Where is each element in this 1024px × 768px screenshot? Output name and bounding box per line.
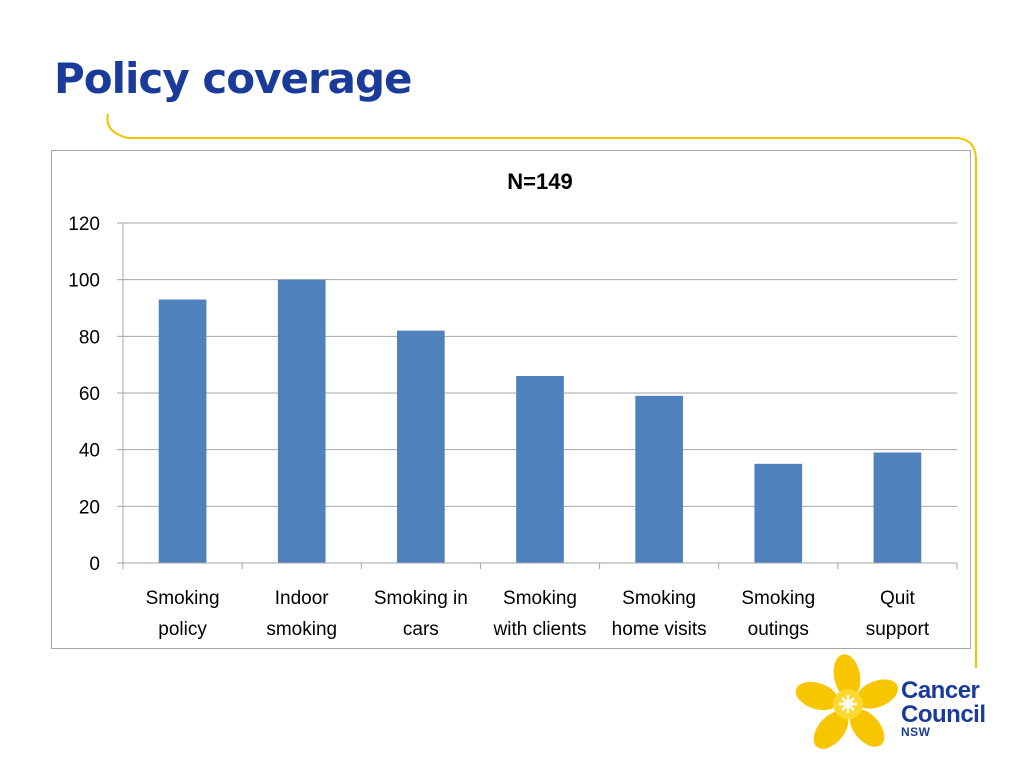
x-tick-label-line: Smoking xyxy=(146,588,220,609)
y-tick-label: 60 xyxy=(79,384,100,405)
x-tick-label: Smoking in cars xyxy=(374,588,468,640)
bar xyxy=(873,452,922,563)
x-tick-label-line: Indoor xyxy=(275,588,330,609)
y-tick-label: 100 xyxy=(68,271,100,292)
chart-title: N=149 xyxy=(507,169,572,194)
x-tick-label: Smoking home visits xyxy=(612,588,707,640)
logo-line-3: NSW xyxy=(901,725,931,740)
y-tick-label: 0 xyxy=(89,554,100,575)
logo-line-2: Council xyxy=(901,700,986,728)
x-tick-label-line: Quit xyxy=(880,588,916,609)
bar xyxy=(277,279,326,563)
x-tick-label: Indoor smoking xyxy=(266,588,337,640)
x-tick-label-line: Smoking xyxy=(741,588,815,609)
x-tick-label-line: with clients xyxy=(493,619,587,640)
bar-chart: N=149 0 20 40 60 80 100 120 Smoking policy Indoor s… xyxy=(68,169,958,640)
y-tick-label: 120 xyxy=(68,214,100,235)
y-tick-label: 40 xyxy=(79,441,100,462)
bar xyxy=(635,395,683,563)
slide-title: Policy coverage xyxy=(54,54,413,103)
x-tick-label: Smoking outings xyxy=(741,588,815,640)
accent-line-path xyxy=(106,113,977,668)
x-tick-label: Smoking with clients xyxy=(493,588,587,640)
x-tick-label-line: Smoking in xyxy=(374,588,468,609)
chart-frame: N=149 0 20 40 60 80 100 120 Smoking policy Indoor s… xyxy=(51,150,971,649)
x-tick-label-line: Smoking xyxy=(622,588,696,609)
x-tick-label-line: policy xyxy=(158,619,207,640)
x-tick-label-line: outings xyxy=(748,619,809,640)
logo-text: Cancer Council NSW xyxy=(901,679,986,739)
x-tick-label: Quit support xyxy=(866,588,930,640)
x-tick-label-line: smoking xyxy=(266,619,337,640)
x-tick-label-line: home visits xyxy=(612,619,707,640)
x-tick-label-line: cars xyxy=(403,619,439,640)
bar xyxy=(158,299,207,563)
logo-line-1: Cancer xyxy=(901,677,980,704)
bar xyxy=(516,376,564,563)
daffodil-icon xyxy=(795,654,898,749)
y-tick-label: 20 xyxy=(79,497,100,518)
cancer-council-logo xyxy=(795,648,1005,752)
bar xyxy=(397,330,445,563)
y-tick-label: 80 xyxy=(79,327,100,348)
bar xyxy=(754,463,803,563)
x-tick-label: Smoking policy xyxy=(146,588,220,640)
x-tick-label-line: Smoking xyxy=(503,588,577,609)
x-tick-label-line: support xyxy=(866,619,930,640)
